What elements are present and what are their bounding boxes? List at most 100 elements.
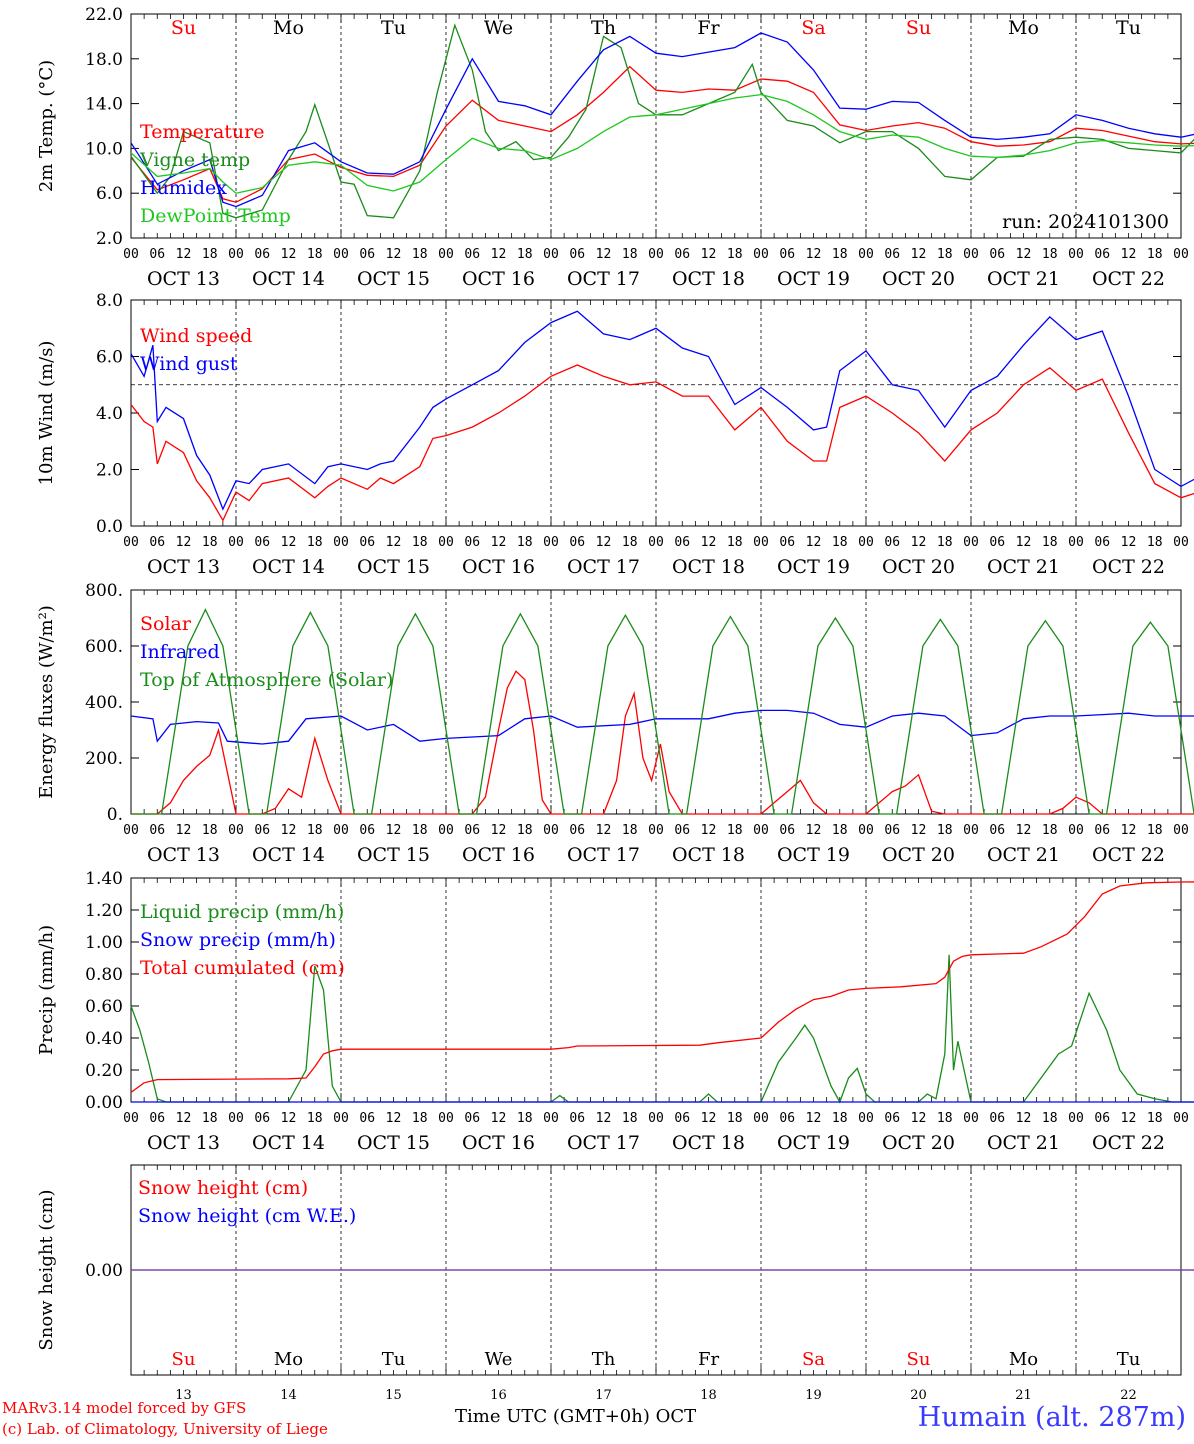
precip-hour-label: 18 (307, 1111, 323, 1126)
temp-hour-label: 12 (806, 247, 822, 262)
wind-hour-label: 18 (727, 535, 743, 550)
precip-hour-label: 18 (1147, 1111, 1163, 1126)
precip-hour-label: 06 (884, 1111, 900, 1126)
energy-hour-label: 00 (858, 823, 874, 838)
wind-hour-label: 00 (123, 535, 139, 550)
temp-weekday-label: We (484, 17, 513, 39)
energy-hour-label: 00 (963, 823, 979, 838)
energy-hour-label: 00 (228, 823, 244, 838)
wind-date-label: OCT 22 (1092, 556, 1165, 578)
energy-series-line (131, 670, 1194, 815)
precip-hour-label: 06 (1094, 1111, 1110, 1126)
temp-ytick-label: 6.0 (96, 184, 123, 204)
temp-weekday-label: Sa (801, 17, 825, 39)
snow-weekday-label: Mo (274, 1349, 303, 1370)
precip-hour-label: 18 (202, 1111, 218, 1126)
wind-hour-label: 12 (701, 535, 717, 550)
snow-weekday-label: We (485, 1349, 513, 1370)
wind-ytick-label: 6.0 (96, 348, 123, 368)
wind-y-axis-label: 10m Wind (m/s) (36, 341, 57, 486)
wind-date-label: OCT 19 (777, 556, 850, 578)
energy-date-label: OCT 14 (252, 844, 325, 866)
precip-date-label: OCT 14 (252, 1132, 325, 1154)
precip-hour-label: 06 (674, 1111, 690, 1126)
precip-hour-label: 00 (963, 1111, 979, 1126)
snow-weekday-label: Fr (698, 1349, 719, 1370)
energy-date-label: OCT 22 (1092, 844, 1165, 866)
energy-hour-label: 12 (701, 823, 717, 838)
energy-hour-label: 00 (753, 823, 769, 838)
snow-day-number: 20 (910, 1388, 927, 1403)
snow-day-number: 13 (175, 1388, 192, 1403)
temp-hour-label: 06 (989, 247, 1005, 262)
energy-hour-label: 18 (622, 823, 638, 838)
energy-date-label: OCT 18 (672, 844, 745, 866)
precip-hour-label: 12 (701, 1111, 717, 1126)
wind-series-line (130, 310, 1194, 511)
temp-date-label: OCT 14 (252, 268, 325, 290)
wind-hour-label: 00 (858, 535, 874, 550)
precip-date-label: OCT 16 (462, 1132, 535, 1154)
wind-date-label: OCT 16 (462, 556, 535, 578)
temp-hour-label: 12 (1121, 247, 1137, 262)
snow-ytick-label: 0.00 (85, 1261, 123, 1281)
energy-series-line (131, 608, 1194, 815)
time-axis-month: OCT (655, 1406, 697, 1427)
temp-date-label: OCT 19 (777, 268, 850, 290)
energy-hour-label: 06 (674, 823, 690, 838)
wind-date-label: OCT 14 (252, 556, 325, 578)
temp-series-line (130, 93, 1194, 194)
temp-series-line (130, 65, 1194, 203)
temp-series-line (130, 23, 1194, 219)
energy-date-label: OCT 16 (462, 844, 535, 866)
energy-hour-label: 00 (648, 823, 664, 838)
time-axis-title: Time UTC (GMT+0h) OCT (455, 1406, 696, 1427)
energy-hour-label: 06 (884, 823, 900, 838)
precip-hour-label: 18 (1042, 1111, 1058, 1126)
precip-hour-label: 06 (149, 1111, 165, 1126)
precip-hour-label: 06 (989, 1111, 1005, 1126)
precip-hour-label: 00 (228, 1111, 244, 1126)
wind-hour-label: 18 (202, 535, 218, 550)
wind-hour-label: 00 (753, 535, 769, 550)
wind-hour-label: 12 (596, 535, 612, 550)
snow-weekday-label: Su (172, 1349, 196, 1370)
energy-hour-label: 12 (1016, 823, 1032, 838)
temp-hour-label: 18 (1147, 247, 1163, 262)
energy-ytick-label: 800. (85, 581, 123, 601)
energy-ytick-label: 200. (85, 749, 123, 769)
energy-hour-label: 00 (333, 823, 349, 838)
energy-hour-label: 12 (806, 823, 822, 838)
wind-hour-label: 12 (386, 535, 402, 550)
temp-weekday-label: Tu (1116, 17, 1141, 39)
wind-hour-label: 18 (1042, 535, 1058, 550)
energy-hour-label: 06 (779, 823, 795, 838)
snow-weekday-label: Th (592, 1349, 616, 1370)
precip-hour-label: 18 (517, 1111, 533, 1126)
precip-ytick-label: 0.60 (85, 997, 123, 1017)
wind-date-label: OCT 15 (357, 556, 430, 578)
temp-series-line (130, 32, 1194, 208)
temp-date-label: OCT 18 (672, 268, 745, 290)
wind-ytick-label: 2.0 (96, 461, 123, 481)
precip-series-line (130, 954, 1194, 1104)
snow-day-number: 21 (1015, 1388, 1032, 1403)
precip-series-line (130, 881, 1194, 1093)
precip-hour-label: 12 (491, 1111, 507, 1126)
energy-hour-label: 12 (491, 823, 507, 838)
wind-hour-label: 18 (937, 535, 953, 550)
precip-hour-label: 06 (464, 1111, 480, 1126)
wind-date-label: OCT 13 (147, 556, 220, 578)
temp-hour-label: 18 (1042, 247, 1058, 262)
precip-ytick-label: 1.40 (85, 869, 123, 889)
temp-hour-label: 12 (491, 247, 507, 262)
precip-date-label: OCT 22 (1092, 1132, 1165, 1154)
energy-series-line (130, 709, 1194, 745)
temp-hour-label: 18 (202, 247, 218, 262)
energy-hour-label: 06 (1094, 823, 1110, 838)
precip-date-label: OCT 19 (777, 1132, 850, 1154)
precip-ytick-label: 1.20 (85, 901, 123, 921)
run-label: run: 2024101300 (1002, 211, 1169, 233)
energy-hour-label: 12 (1121, 823, 1137, 838)
energy-hour-label: 00 (1068, 823, 1084, 838)
